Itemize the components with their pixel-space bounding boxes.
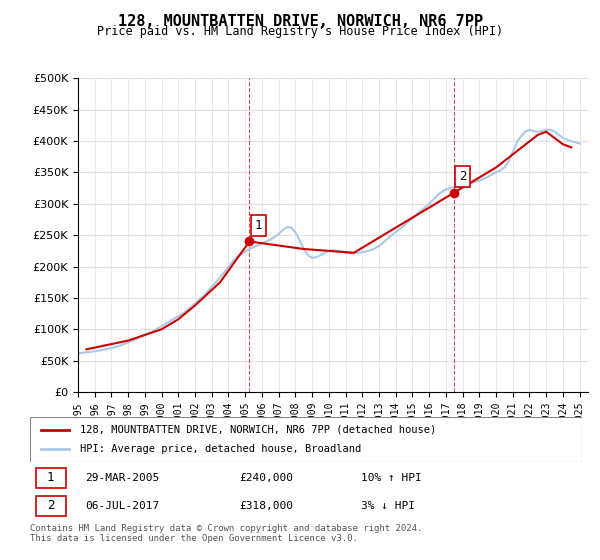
- Text: £318,000: £318,000: [240, 501, 294, 511]
- Text: HPI: Average price, detached house, Broadland: HPI: Average price, detached house, Broa…: [80, 445, 361, 455]
- FancyBboxPatch shape: [35, 468, 66, 488]
- FancyBboxPatch shape: [35, 496, 66, 516]
- FancyBboxPatch shape: [30, 417, 582, 462]
- Text: 3% ↓ HPI: 3% ↓ HPI: [361, 501, 415, 511]
- Text: £240,000: £240,000: [240, 473, 294, 483]
- Text: Price paid vs. HM Land Registry's House Price Index (HPI): Price paid vs. HM Land Registry's House …: [97, 25, 503, 38]
- Text: 1: 1: [254, 219, 262, 232]
- Text: 29-MAR-2005: 29-MAR-2005: [85, 473, 160, 483]
- Text: Contains HM Land Registry data © Crown copyright and database right 2024.
This d: Contains HM Land Registry data © Crown c…: [30, 524, 422, 543]
- Text: 1: 1: [47, 471, 54, 484]
- Text: 128, MOUNTBATTEN DRIVE, NORWICH, NR6 7PP: 128, MOUNTBATTEN DRIVE, NORWICH, NR6 7PP: [118, 14, 482, 29]
- Text: 128, MOUNTBATTEN DRIVE, NORWICH, NR6 7PP (detached house): 128, MOUNTBATTEN DRIVE, NORWICH, NR6 7PP…: [80, 424, 436, 435]
- Text: 06-JUL-2017: 06-JUL-2017: [85, 501, 160, 511]
- Text: 2: 2: [47, 499, 54, 512]
- Text: 2: 2: [459, 170, 467, 183]
- Text: 10% ↑ HPI: 10% ↑ HPI: [361, 473, 422, 483]
